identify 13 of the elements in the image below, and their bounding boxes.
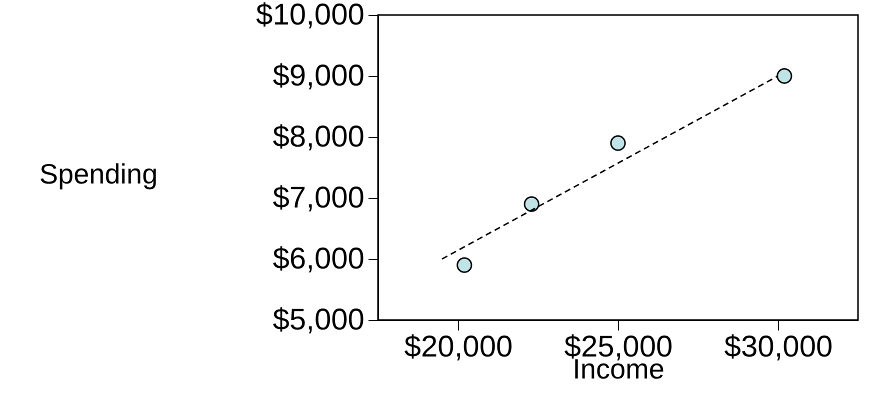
- y-tick-label: $6,000: [272, 242, 364, 276]
- y-tick-label: $8,000: [272, 120, 364, 154]
- point: [456, 257, 472, 273]
- y-axis-title: Spending: [39, 158, 158, 190]
- y-tick-label: $10,000: [256, 0, 364, 32]
- y-tick-label: $9,000: [272, 60, 364, 92]
- point: [524, 196, 540, 212]
- x-tick-label: $20,000: [404, 330, 513, 364]
- point: [776, 68, 792, 84]
- y-tick-label: $7,000: [272, 182, 364, 214]
- point: [610, 135, 626, 151]
- y-tick-label: $5,000: [272, 304, 364, 336]
- x-tick-label: $30,000: [724, 330, 833, 364]
